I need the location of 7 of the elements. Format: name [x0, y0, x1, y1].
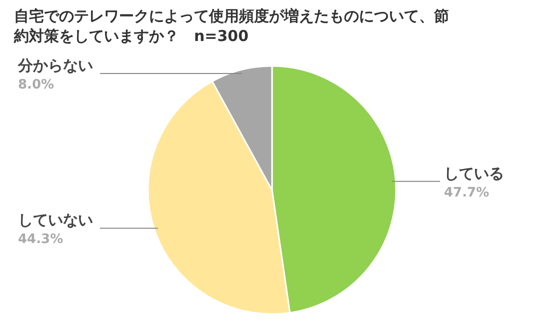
slice-label: 分からない [17, 56, 93, 74]
data-label: 44.3% [18, 232, 64, 248]
data-label: 8.0% [18, 78, 54, 92]
slice-label: している [444, 164, 504, 182]
slice-label: していない [18, 211, 93, 230]
chart-title: 自宅でのテレワークによって使用頻度が増えたものについて、節約対策をしていますか？ n=300 [14, 6, 450, 46]
data-label: 47.7% [444, 185, 490, 200]
